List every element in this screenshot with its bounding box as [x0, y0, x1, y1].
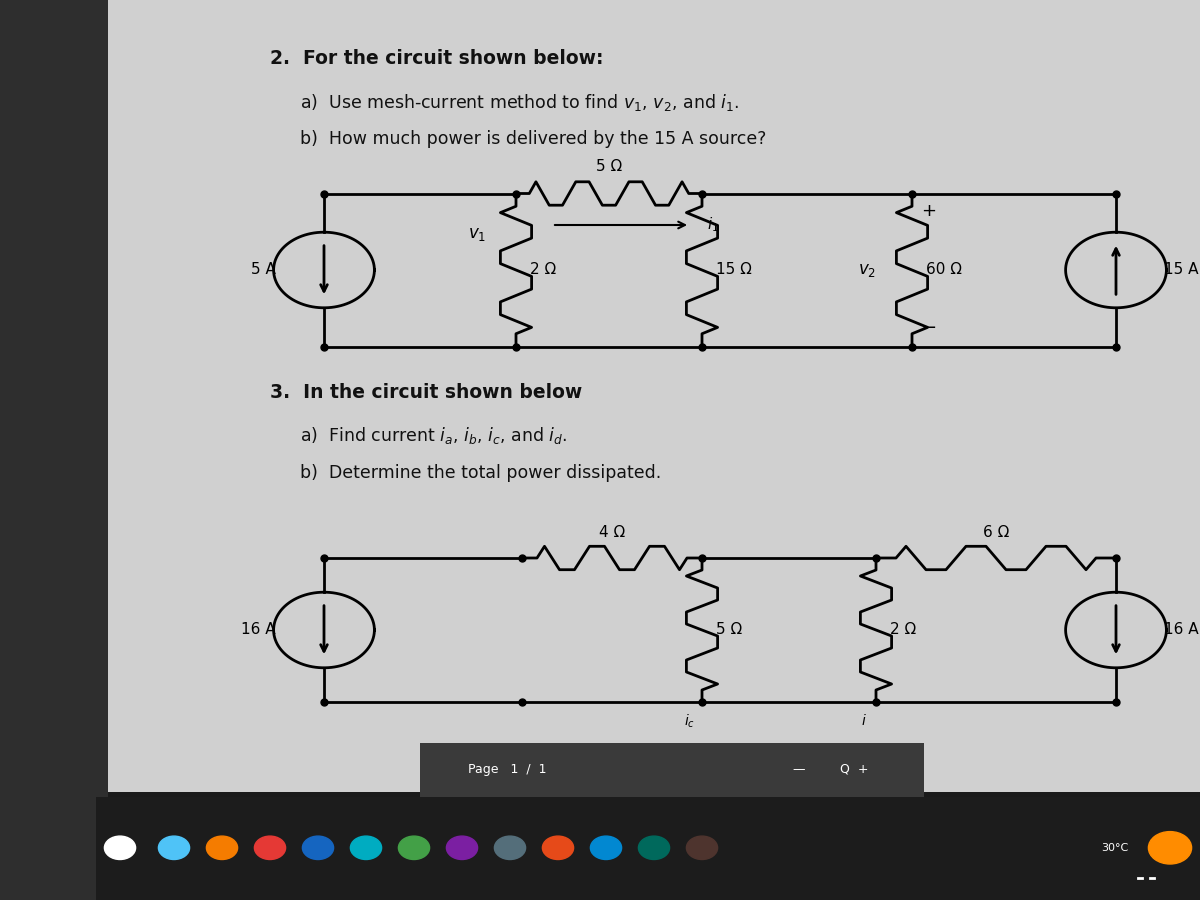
Circle shape [542, 836, 574, 860]
Text: 16 A: 16 A [241, 623, 276, 637]
Text: 16 A: 16 A [1164, 623, 1199, 637]
Circle shape [638, 836, 670, 860]
Text: $v_2$: $v_2$ [858, 261, 876, 279]
Text: $i_c$: $i_c$ [684, 713, 696, 730]
Circle shape [590, 836, 622, 860]
Text: 30°C: 30°C [1100, 842, 1128, 853]
Circle shape [1148, 832, 1192, 864]
Text: Q  +: Q + [840, 763, 869, 776]
Text: +: + [922, 202, 937, 220]
Text: 5 Ω: 5 Ω [596, 158, 622, 174]
Circle shape [104, 836, 136, 860]
Text: 15 Ω: 15 Ω [716, 263, 752, 277]
Bar [96, 796, 1200, 900]
Text: 60 Ω: 60 Ω [926, 263, 962, 277]
Circle shape [206, 836, 238, 860]
Circle shape [254, 836, 286, 860]
Bar [96, 0, 1200, 792]
Text: a)  Use mesh-current method to find $v_1$, $v_2$, and $i_1$.: a) Use mesh-current method to find $v_1$… [300, 92, 739, 112]
Bar [420, 742, 924, 796]
Circle shape [686, 836, 718, 860]
Text: 6 Ω: 6 Ω [983, 525, 1009, 540]
Text: —: — [792, 763, 804, 776]
Text: −: − [922, 320, 937, 338]
Text: $v_1$: $v_1$ [468, 225, 486, 243]
Bar [96, 796, 1200, 900]
Circle shape [350, 836, 382, 860]
Circle shape [494, 836, 526, 860]
Text: a)  Find current $i_a$, $i_b$, $i_c$, and $i_d$.: a) Find current $i_a$, $i_b$, $i_c$, and… [300, 425, 568, 446]
Circle shape [446, 836, 478, 860]
Text: 3.  In the circuit shown below: 3. In the circuit shown below [270, 382, 582, 401]
Text: $i$: $i$ [862, 713, 866, 728]
Text: b)  How much power is delivered by the 15 A source?: b) How much power is delivered by the 15… [300, 130, 767, 148]
Text: 5 Ω: 5 Ω [716, 623, 743, 637]
Text: 4 Ω: 4 Ω [599, 525, 625, 540]
Circle shape [158, 836, 190, 860]
Text: Page   1  /  1: Page 1 / 1 [468, 763, 546, 776]
Circle shape [302, 836, 334, 860]
Text: 2 Ω: 2 Ω [890, 623, 917, 637]
Bar [0, 0, 108, 900]
Text: $i_1$: $i_1$ [707, 216, 719, 234]
Text: b)  Determine the total power dissipated.: b) Determine the total power dissipated. [300, 464, 661, 482]
Text: 15 A: 15 A [1164, 263, 1199, 277]
Text: 2 Ω: 2 Ω [530, 263, 557, 277]
Text: 2.  For the circuit shown below:: 2. For the circuit shown below: [270, 50, 604, 68]
Text: 5 A: 5 A [251, 263, 276, 277]
Circle shape [398, 836, 430, 860]
